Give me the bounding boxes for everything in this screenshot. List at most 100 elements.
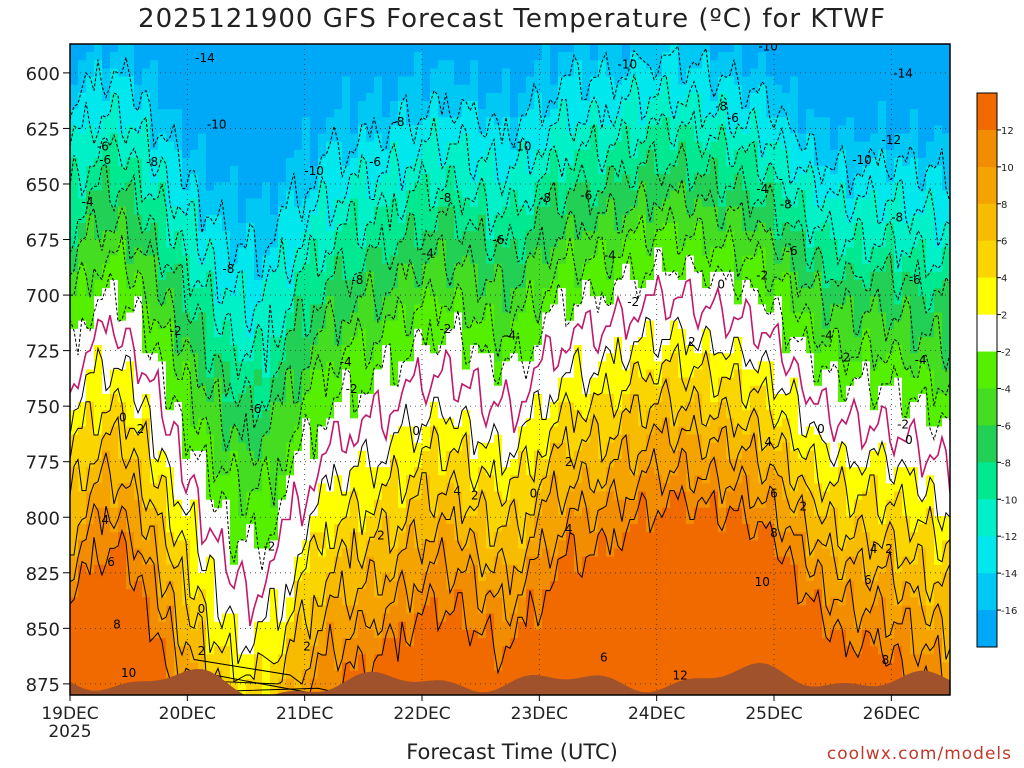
temperature-cell <box>70 638 79 647</box>
temperature-cell <box>382 524 391 533</box>
temperature-cell <box>286 141 295 151</box>
temperature-cell <box>438 418 447 428</box>
temperature-cell <box>102 60 111 70</box>
temperature-cell <box>302 157 311 167</box>
temperature-cell <box>126 117 135 126</box>
temperature-cell <box>454 475 463 485</box>
temperature-cell <box>310 353 319 362</box>
temperature-cell <box>470 133 479 143</box>
temperature-cell <box>446 312 455 322</box>
temperature-cell <box>470 271 479 281</box>
temperature-cell <box>502 507 511 517</box>
temperature-cell <box>270 686 279 695</box>
temperature-cell <box>366 84 375 94</box>
temperature-cell <box>270 141 279 151</box>
temperature-cell <box>438 76 447 86</box>
temperature-cell <box>430 507 439 517</box>
temperature-cell <box>118 345 127 354</box>
temperature-cell <box>518 328 527 338</box>
temperature-cell <box>86 613 95 623</box>
temperature-cell <box>518 483 527 493</box>
temperature-cell <box>430 564 439 574</box>
temperature-cell <box>342 44 351 53</box>
temperature-cell <box>350 491 359 501</box>
temperature-cell <box>374 263 383 273</box>
temperature-cell <box>526 353 535 362</box>
temperature-cell <box>150 491 159 501</box>
temperature-cell <box>350 654 359 664</box>
temperature-cell <box>198 44 207 53</box>
temperature-cell <box>566 60 575 70</box>
temperature-cell <box>230 198 239 208</box>
temperature-cell <box>254 442 263 452</box>
temperature-cell <box>390 76 399 86</box>
temperature-cell <box>118 646 127 655</box>
temperature-cell <box>222 328 231 338</box>
temperature-cell <box>454 247 463 257</box>
temperature-cell <box>206 638 215 647</box>
temperature-cell <box>94 564 103 574</box>
temperature-cell <box>230 385 239 395</box>
temperature-cell <box>294 263 303 273</box>
temperature-cell <box>454 638 463 647</box>
temperature-cell <box>270 214 279 224</box>
temperature-cell <box>102 336 111 346</box>
temperature-cell <box>70 182 79 192</box>
temperature-cell <box>142 515 151 525</box>
temperature-cell <box>302 548 311 558</box>
temperature-cell <box>470 467 479 476</box>
temperature-cell <box>406 166 415 175</box>
temperature-cell <box>310 499 319 509</box>
temperature-cell <box>510 312 519 322</box>
temperature-cell <box>430 483 439 493</box>
temperature-cell <box>294 52 303 61</box>
temperature-cell <box>214 605 223 615</box>
temperature-cell <box>102 345 111 354</box>
temperature-cell <box>366 467 375 476</box>
temperature-cell <box>510 92 519 102</box>
temperature-cell <box>190 475 199 485</box>
temperature-cell <box>222 117 231 126</box>
temperature-cell <box>534 507 543 517</box>
temperature-cell <box>382 483 391 493</box>
temperature-cell <box>270 304 279 314</box>
temperature-cell <box>470 141 479 151</box>
temperature-cell <box>326 556 335 566</box>
temperature-cell <box>350 336 359 346</box>
temperature-cell <box>166 288 175 297</box>
temperature-cell <box>550 345 559 354</box>
temperature-cell <box>278 629 287 639</box>
temperature-cell <box>118 670 127 680</box>
temperature-cell <box>462 572 471 582</box>
temperature-cell <box>70 556 79 566</box>
temperature-cell <box>486 263 495 273</box>
temperature-cell <box>262 182 271 192</box>
temperature-cell <box>166 133 175 143</box>
temperature-cell <box>510 117 519 126</box>
temperature-cell <box>190 296 199 305</box>
temperature-cell <box>238 92 247 102</box>
temperature-cell <box>158 532 167 541</box>
temperature-cell <box>326 589 335 598</box>
temperature-cell <box>134 271 143 281</box>
temperature-cell <box>350 442 359 452</box>
temperature-cell <box>142 361 151 371</box>
temperature-cell <box>158 157 167 167</box>
temperature-cell <box>502 361 511 371</box>
temperature-cell <box>142 271 151 281</box>
temperature-cell <box>534 296 543 305</box>
temperature-cell <box>318 76 327 86</box>
temperature-cell <box>302 60 311 70</box>
temperature-cell <box>342 426 351 436</box>
temperature-cell <box>526 572 535 582</box>
temperature-cell <box>158 336 167 346</box>
temperature-cell <box>534 76 543 86</box>
temperature-cell <box>542 52 551 61</box>
temperature-cell <box>110 564 119 574</box>
temperature-cell <box>542 44 551 53</box>
temperature-cell <box>534 393 543 403</box>
temperature-cell <box>422 84 431 94</box>
temperature-cell <box>94 434 103 444</box>
temperature-cell <box>502 450 511 460</box>
temperature-cell <box>254 686 263 695</box>
